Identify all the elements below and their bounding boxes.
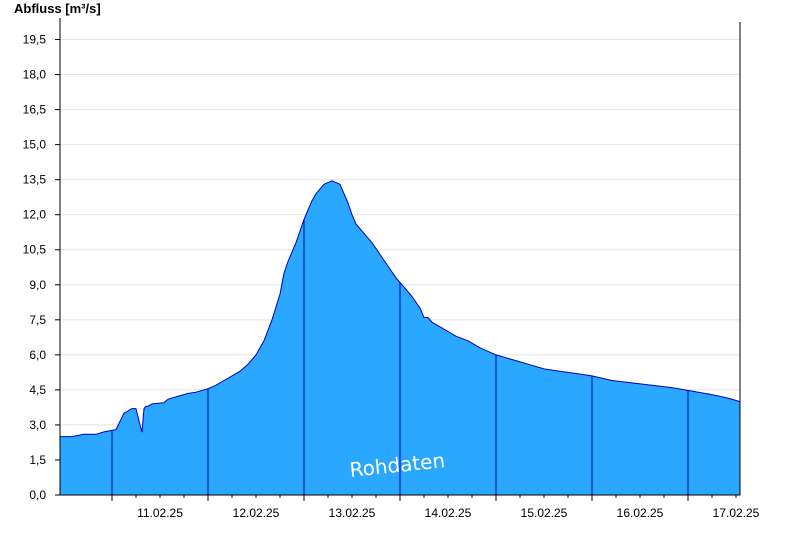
x-axis-ticks: 11.02.25 12.02.25 13.02.25 14.02.25 15.02.25… bbox=[111, 495, 760, 520]
y-tick-label: 18,0 bbox=[23, 68, 47, 82]
y-tick-label: 7,5 bbox=[29, 313, 46, 327]
y-tick-label: 16,5 bbox=[23, 103, 47, 117]
y-tick-label: 12,0 bbox=[23, 208, 47, 222]
x-tick-label: 11.02.25 bbox=[137, 506, 183, 520]
x-tick-label: 14.02.25 bbox=[425, 506, 472, 520]
day-separator-lines bbox=[111, 219, 689, 495]
y-tick-label: 4,5 bbox=[29, 383, 46, 397]
y-axis-ticks: 0,0 1,5 3,0 4,5 6,0 7,5 9,0 10,5 12,0 13,5 15,0 16,… bbox=[23, 33, 60, 502]
x-tick-label: 12.02.25 bbox=[233, 506, 280, 520]
y-tick-label: 0,0 bbox=[29, 488, 46, 502]
x-tick-label: 13.02.25 bbox=[329, 506, 376, 520]
y-tick-label: 10,5 bbox=[23, 243, 47, 257]
y-tick-label: 13,5 bbox=[23, 173, 47, 187]
y-tick-label: 9,0 bbox=[29, 278, 46, 292]
y-tick-label: 6,0 bbox=[29, 348, 46, 362]
y-tick-label: 19,5 bbox=[23, 33, 47, 47]
x-tick-label: 17.02.25 bbox=[713, 506, 760, 520]
y-tick-label: 3,0 bbox=[29, 418, 46, 432]
y-tick-label: 15,0 bbox=[23, 138, 47, 152]
x-tick-label: 15.02.25 bbox=[521, 506, 568, 520]
y-axis-label: Abfluss [m³/s] bbox=[14, 1, 101, 16]
y-tick-label: 1,5 bbox=[29, 453, 46, 467]
x-tick-label: 16.02.25 bbox=[617, 506, 664, 520]
